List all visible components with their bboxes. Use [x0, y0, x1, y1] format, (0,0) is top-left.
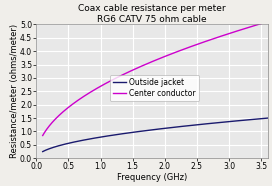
Center conductor [149, 61, 153, 63]
Title: Coax cable resistance per meter
RG6 CATV 75 ohm cable: Coax cable resistance per meter RG6 CATV… [78, 4, 226, 24]
Y-axis label: Resistance/meter (ohms/meter): Resistance/meter (ohms/meter) [10, 24, 18, 158]
Outside jacket [225, 121, 229, 123]
Center conductor [175, 51, 178, 53]
Center conductor [225, 33, 229, 35]
Outside jacket [163, 127, 166, 129]
Outside jacket [41, 150, 44, 153]
Line: Outside jacket: Outside jacket [43, 118, 268, 152]
Center conductor [266, 20, 269, 23]
X-axis label: Frequency (GHz): Frequency (GHz) [117, 173, 187, 182]
Legend: Outside jacket, Center conductor: Outside jacket, Center conductor [110, 75, 199, 101]
Center conductor [163, 55, 166, 58]
Outside jacket [175, 126, 178, 128]
Center conductor [261, 22, 264, 24]
Center conductor [41, 134, 44, 137]
Line: Center conductor: Center conductor [43, 22, 268, 136]
Outside jacket [148, 129, 151, 131]
Outside jacket [149, 129, 153, 131]
Center conductor [148, 62, 151, 64]
Outside jacket [261, 117, 264, 120]
Outside jacket [266, 117, 269, 119]
